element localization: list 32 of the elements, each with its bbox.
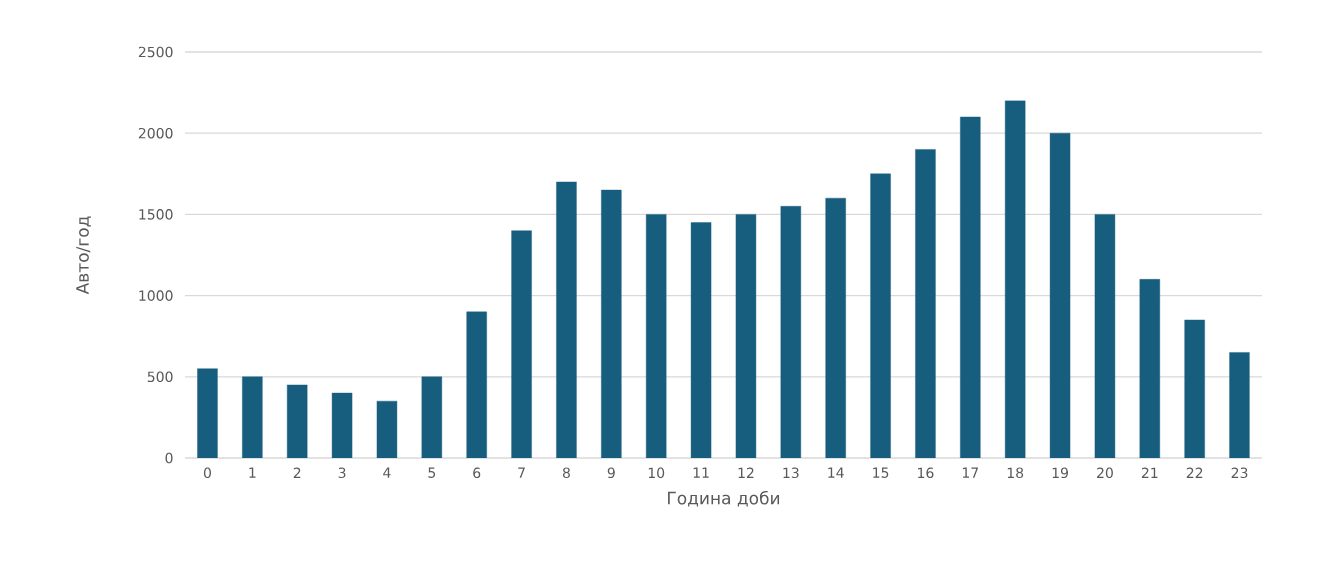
- x-tick-label: 22: [1186, 467, 1203, 478]
- x-tick-label: 0: [203, 467, 211, 479]
- x-tick-label: 16: [918, 467, 934, 479]
- x-tick-label: 15: [873, 467, 889, 478]
- x-tick-label: 23: [1231, 467, 1248, 479]
- x-tick-label: 8: [562, 467, 570, 479]
- y-tick-label: 0: [165, 452, 173, 464]
- y-tick-label: 500: [147, 371, 173, 383]
- y-axis-title: Авто/год: [76, 216, 91, 295]
- x-tick-label: 2: [293, 467, 301, 478]
- y-tick-label: 2500: [138, 46, 173, 58]
- y-tick-label: 1000: [139, 290, 173, 301]
- x-tick-label: 12: [738, 467, 754, 478]
- x-tick-label: 7: [518, 467, 525, 478]
- x-tick-label: 13: [783, 467, 799, 479]
- x-tick-label: 4: [383, 467, 391, 478]
- x-tick-label: 19: [1052, 467, 1068, 479]
- x-tick-label: 18: [1007, 467, 1024, 479]
- x-tick-label: 9: [607, 467, 615, 479]
- x-axis-title: Година доби: [668, 490, 780, 507]
- x-tick-label: 5: [428, 467, 436, 478]
- x-tick-label: 6: [473, 467, 481, 479]
- y-tick-label: 1500: [139, 209, 173, 220]
- x-tick-label: 1: [249, 467, 256, 478]
- x-tick-label: 20: [1097, 467, 1113, 479]
- x-tick-label: 21: [1141, 467, 1158, 478]
- x-tick-label: 17: [962, 467, 979, 478]
- x-tick-label: 3: [338, 467, 346, 479]
- x-tick-label: 10: [648, 467, 665, 479]
- y-tick-label: 2000: [138, 127, 173, 139]
- x-tick-label: 11: [693, 467, 709, 478]
- x-tick-label: 14: [828, 467, 844, 478]
